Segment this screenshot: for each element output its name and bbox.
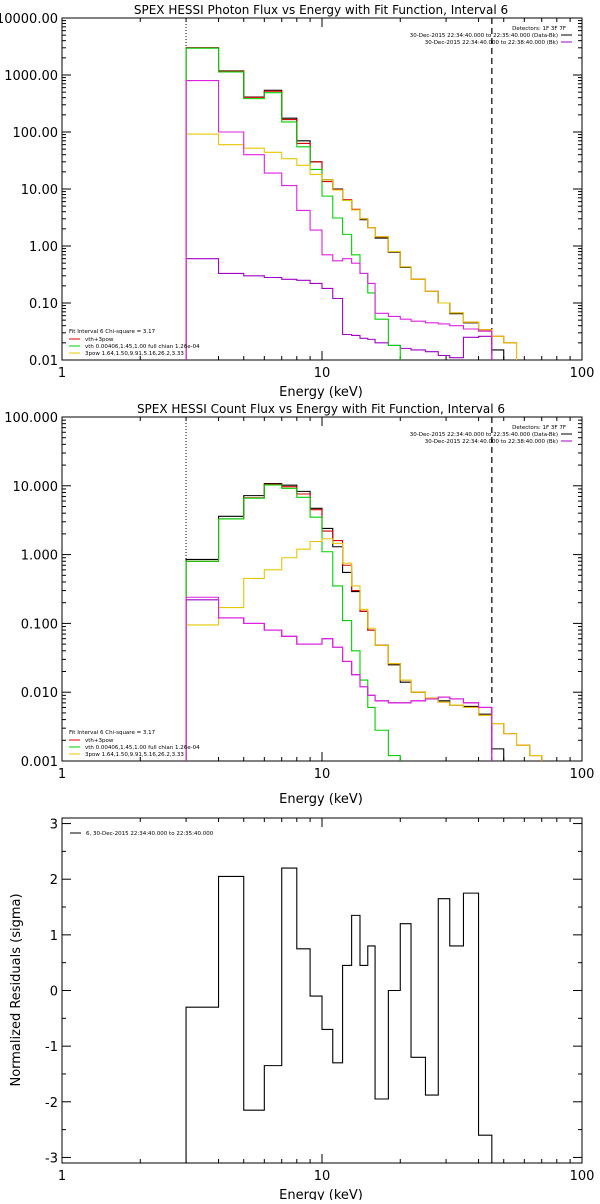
count-flux-time-legend-bk: 30-Dec-2015 22:34:40.000 to 22:38:40.000… [425, 439, 558, 445]
photon-flux-y-tick-label: 10.00 [21, 183, 58, 198]
count-flux-x-tick-label: 10 [314, 767, 331, 782]
photon-flux-x-label: Energy (keV) [279, 385, 363, 400]
count-flux-y-tick-label: 1.000 [21, 549, 58, 564]
count-flux-y-tick-label: 0.001 [21, 755, 58, 770]
residuals-y-tick-label: 2 [50, 873, 58, 888]
count-flux-x-label: Energy (keV) [279, 792, 363, 807]
photon-flux-x-tick-label: 100 [570, 366, 595, 381]
residuals-x-tick-label: 10 [314, 1169, 331, 1184]
photon-flux-fit-legend-chi: Fit Interval 6 Chi-square = 3.17 [69, 329, 156, 335]
count-flux-detectors: Detectors: 1F 3F 7F [512, 425, 566, 431]
photon-flux-fit-legend-total: vth+3pow [85, 337, 114, 343]
count-flux-series-vth-3pow [185, 483, 543, 761]
photon-flux-x-tick-label: 1 [58, 366, 66, 381]
photon-flux-y-tick-label: 0.10 [29, 297, 58, 312]
count-flux-y-tick-label: 10.000 [13, 480, 59, 495]
residuals-x-tick-label: 100 [570, 1169, 595, 1184]
residuals-x-label: Energy (keV) [279, 1188, 363, 1200]
count-flux-marks [185, 417, 543, 761]
photon-flux-detectors: Detectors: 1F 3F 7F [512, 26, 566, 32]
count-flux-time-legend-data: 30-Dec-2015 22:34:40.000 to 22:35:40.000… [410, 432, 558, 438]
count-flux-axes: 1 10 100 0.001 0.010 0.100 1.000 10.000 100.000 [4, 411, 594, 782]
photon-flux-fit-legend-3pow: 3pow 1.64,1.50,9.91,5.16,26.2,3.33 [85, 351, 184, 357]
photon-flux-fit-legend-vth: vth 0.00406,1.45,1.00 full chian 1.26e-0… [85, 344, 200, 350]
photon-flux-y-tick-label: 10000.00 [0, 12, 58, 27]
residuals-y-tick-label: -1 [45, 1040, 58, 1055]
count-flux-x-tick-label: 100 [570, 767, 595, 782]
count-flux-panel: SPEX HESSI Count Flux vs Energy with Fit… [4, 402, 594, 807]
count-flux-y-tick-label: 0.010 [21, 686, 58, 701]
photon-flux-axes: 1 10 100 0.01 0.10 1.00 10.00 100.00 1000.00 1000… [0, 12, 594, 381]
residuals-y-label: Normalized Residuals (sigma) [9, 893, 24, 1086]
count-flux-series-bk [185, 599, 493, 761]
residuals-y-tick-label: -3 [45, 1151, 58, 1166]
photon-flux-y-tick-label: 0.01 [29, 354, 58, 369]
photon-flux-x-tick-label: 10 [314, 366, 331, 381]
count-flux-series-vth [185, 484, 401, 761]
residuals-plot-frame [61, 817, 583, 1164]
photon-flux-series-3pow [185, 133, 518, 360]
count-flux-series-data-bk [185, 482, 505, 761]
photon-flux-panel: SPEX HESSI Photon Flux vs Energy with Fi… [0, 3, 594, 400]
residuals-y-tick-label: 1 [50, 929, 58, 944]
count-flux-series-3pow [185, 538, 543, 761]
residuals-y-tick-label: 3 [50, 818, 58, 833]
photon-flux-time-legend-data: 30-Dec-2015 22:34:40.000 to 22:35:40.000… [410, 33, 558, 39]
photon-flux-series-vth [185, 47, 401, 360]
count-flux-x-tick-label: 1 [58, 767, 66, 782]
photon-flux-series-data-bk [185, 47, 505, 360]
count-flux-fit-legend-total: vth+3pow [85, 738, 114, 744]
count-flux-y-tick-label: 0.100 [21, 617, 58, 632]
photon-flux-y-tick-label: 1.00 [29, 240, 58, 255]
photon-flux-marks [185, 18, 518, 360]
photon-flux-y-tick-label: 100.00 [13, 126, 59, 141]
count-flux-series-background [185, 596, 493, 761]
residuals-series-residuals [185, 867, 493, 1163]
count-flux-legend: Detectors: 1F 3F 7F 30-Dec-2015 22:34:40… [69, 425, 572, 758]
photon-flux-title: SPEX HESSI Photon Flux vs Energy with Fi… [134, 3, 508, 17]
count-flux-y-tick-label: 100.000 [4, 411, 58, 426]
count-flux-fit-legend-chi: Fit Interval 6 Chi-square = 3.17 [69, 730, 156, 736]
photon-flux-time-legend-bk: 30-Dec-2015 22:34:40.000 to 22:38:40.000… [425, 40, 558, 46]
residuals-x-tick-label: 1 [58, 1169, 66, 1184]
count-flux-fit-legend-3pow: 3pow 1.64,1.50,9.91,5.16,26.2,3.33 [85, 752, 184, 758]
photon-flux-series-background [185, 79, 493, 360]
residuals-marks [185, 867, 493, 1163]
residuals-y-tick-label: 0 [50, 985, 58, 1000]
photon-flux-series-bk [185, 258, 493, 360]
photon-flux-y-tick-label: 1000.00 [4, 69, 58, 84]
residuals-y-tick-label: -2 [45, 1096, 58, 1111]
residuals-legend: 6, 30-Dec-2015 22:34:40.000 to 22:35:40.… [86, 831, 214, 837]
count-flux-fit-legend-vth: vth 0.00406,1.45,1.00 full chian 1.26e-0… [85, 745, 200, 751]
photon-flux-legend: Detectors: 1F 3F 7F 30-Dec-2015 22:34:40… [69, 26, 572, 357]
count-flux-plot-frame [61, 416, 583, 762]
count-flux-title: SPEX HESSI Count Flux vs Energy with Fit… [137, 402, 505, 416]
